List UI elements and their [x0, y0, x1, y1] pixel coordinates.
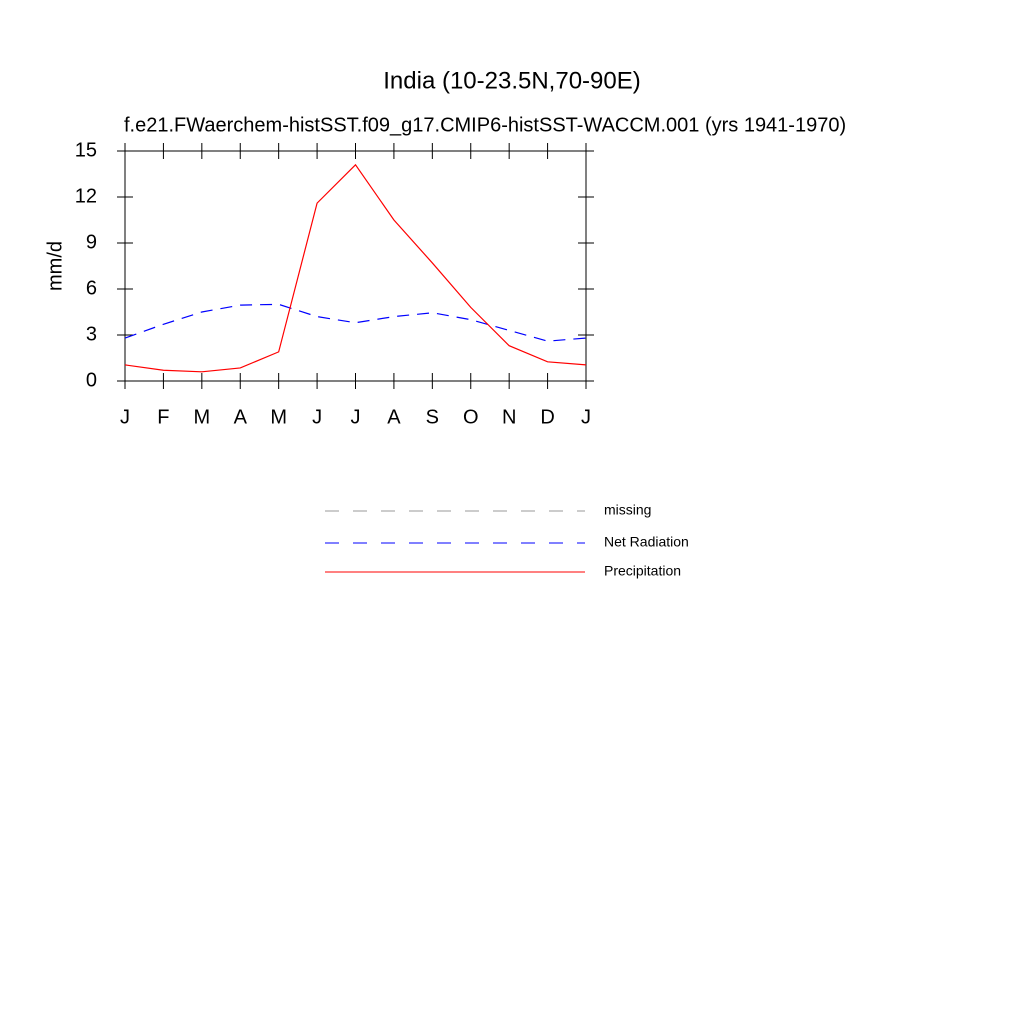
legend-label: Precipitation — [604, 563, 681, 579]
x-tick-label: J — [581, 406, 591, 428]
x-tick-label: O — [463, 406, 479, 428]
y-tick-label: 9 — [86, 231, 97, 253]
x-tick-label: A — [387, 406, 401, 428]
y-tick-label: 0 — [86, 369, 97, 391]
x-tick-label: F — [157, 406, 169, 428]
x-tick-label: J — [120, 406, 130, 428]
legend-label: missing — [604, 502, 651, 518]
series-line — [124, 303, 587, 342]
x-tick-label: M — [193, 406, 210, 428]
y-tick-label: 3 — [86, 323, 97, 345]
plot-frame — [124, 150, 587, 382]
y-axis-label: mm/d — [44, 241, 66, 291]
chart-subtitle: f.e21.FWaerchem-histSST.f09_g17.CMIP6-hi… — [124, 114, 846, 136]
x-tick-label: J — [312, 406, 322, 428]
y-tick-label: 12 — [75, 185, 97, 207]
x-tick-label: S — [426, 406, 439, 428]
x-tick-label: M — [270, 406, 287, 428]
series-line — [124, 163, 587, 373]
y-tick-label: 6 — [86, 277, 97, 299]
x-tick-label: A — [234, 406, 248, 428]
legend-label: Net Radiation — [604, 534, 689, 550]
x-tick-label: D — [540, 406, 554, 428]
x-tick-label: N — [502, 406, 516, 428]
x-tick-label: J — [351, 406, 361, 428]
y-tick-label: 15 — [75, 139, 97, 161]
chart-title: India (10-23.5N,70-90E) — [383, 67, 640, 94]
